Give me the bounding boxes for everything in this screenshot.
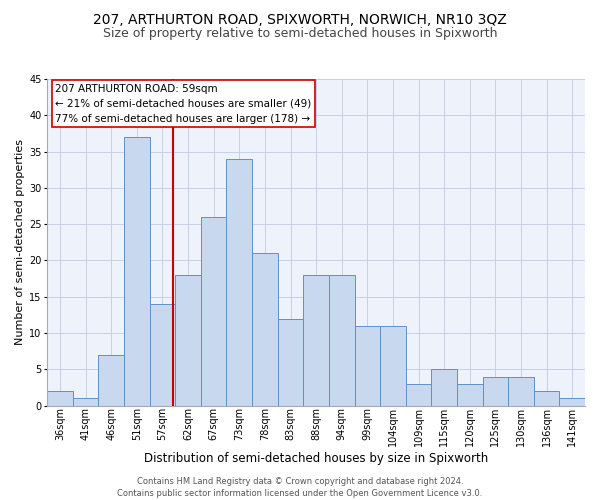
- X-axis label: Distribution of semi-detached houses by size in Spixworth: Distribution of semi-detached houses by …: [144, 452, 488, 465]
- Bar: [355, 326, 380, 406]
- Bar: [98, 355, 124, 406]
- Bar: [482, 376, 508, 406]
- Bar: [47, 391, 73, 406]
- Bar: [278, 318, 304, 406]
- Bar: [534, 391, 559, 406]
- Bar: [304, 275, 329, 406]
- Bar: [73, 398, 98, 406]
- Bar: [226, 159, 252, 406]
- Bar: [149, 304, 175, 406]
- Bar: [380, 326, 406, 406]
- Bar: [508, 376, 534, 406]
- Y-axis label: Number of semi-detached properties: Number of semi-detached properties: [15, 140, 25, 346]
- Text: 207 ARTHURTON ROAD: 59sqm
← 21% of semi-detached houses are smaller (49)
77% of : 207 ARTHURTON ROAD: 59sqm ← 21% of semi-…: [55, 84, 311, 124]
- Bar: [431, 370, 457, 406]
- Bar: [124, 137, 149, 406]
- Bar: [252, 253, 278, 406]
- Bar: [329, 275, 355, 406]
- Bar: [201, 217, 226, 406]
- Bar: [406, 384, 431, 406]
- Text: Size of property relative to semi-detached houses in Spixworth: Size of property relative to semi-detach…: [103, 28, 497, 40]
- Text: Contains HM Land Registry data © Crown copyright and database right 2024.
Contai: Contains HM Land Registry data © Crown c…: [118, 476, 482, 498]
- Bar: [559, 398, 585, 406]
- Bar: [457, 384, 482, 406]
- Text: 207, ARTHURTON ROAD, SPIXWORTH, NORWICH, NR10 3QZ: 207, ARTHURTON ROAD, SPIXWORTH, NORWICH,…: [93, 12, 507, 26]
- Bar: [175, 275, 201, 406]
